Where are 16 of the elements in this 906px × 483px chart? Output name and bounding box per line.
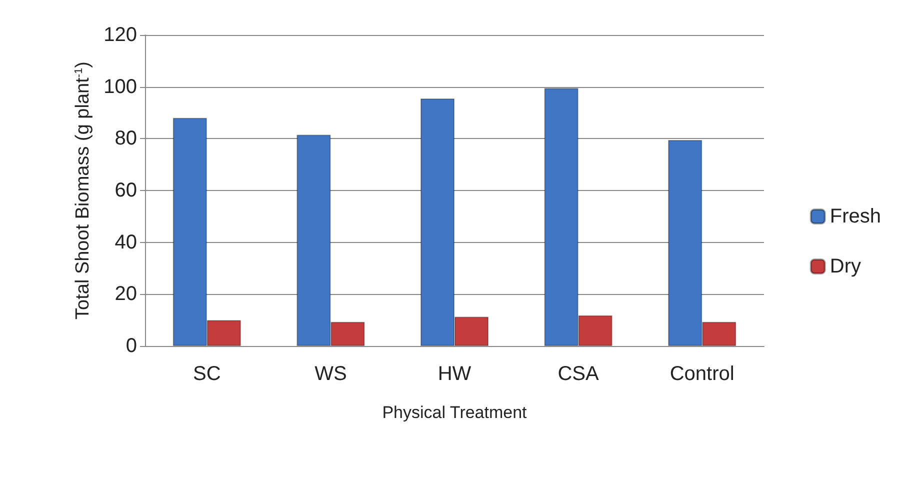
x-tick-label: CSA [558, 363, 600, 385]
y-tick-label: 100 [104, 76, 137, 98]
y-tick-label: 120 [104, 24, 137, 46]
x-axis-title: Physical Treatment [382, 403, 528, 422]
y-tick-label: 0 [126, 335, 137, 357]
legend-label: Dry [830, 256, 861, 278]
y-axis-title: Total Shoot Biomass (g plant-1) [72, 62, 94, 320]
y-tick-label: 20 [114, 283, 137, 306]
x-tick-label: Control [670, 363, 734, 385]
y-tick-label: 40 [114, 231, 137, 254]
legend-label: Fresh [830, 206, 881, 228]
x-tick-label: HW [438, 363, 472, 385]
y-tick-label: 60 [114, 180, 137, 202]
x-tick-label: SC [193, 363, 221, 385]
y-tick-label: 80 [114, 128, 137, 150]
x-tick-label: WS [314, 363, 347, 385]
